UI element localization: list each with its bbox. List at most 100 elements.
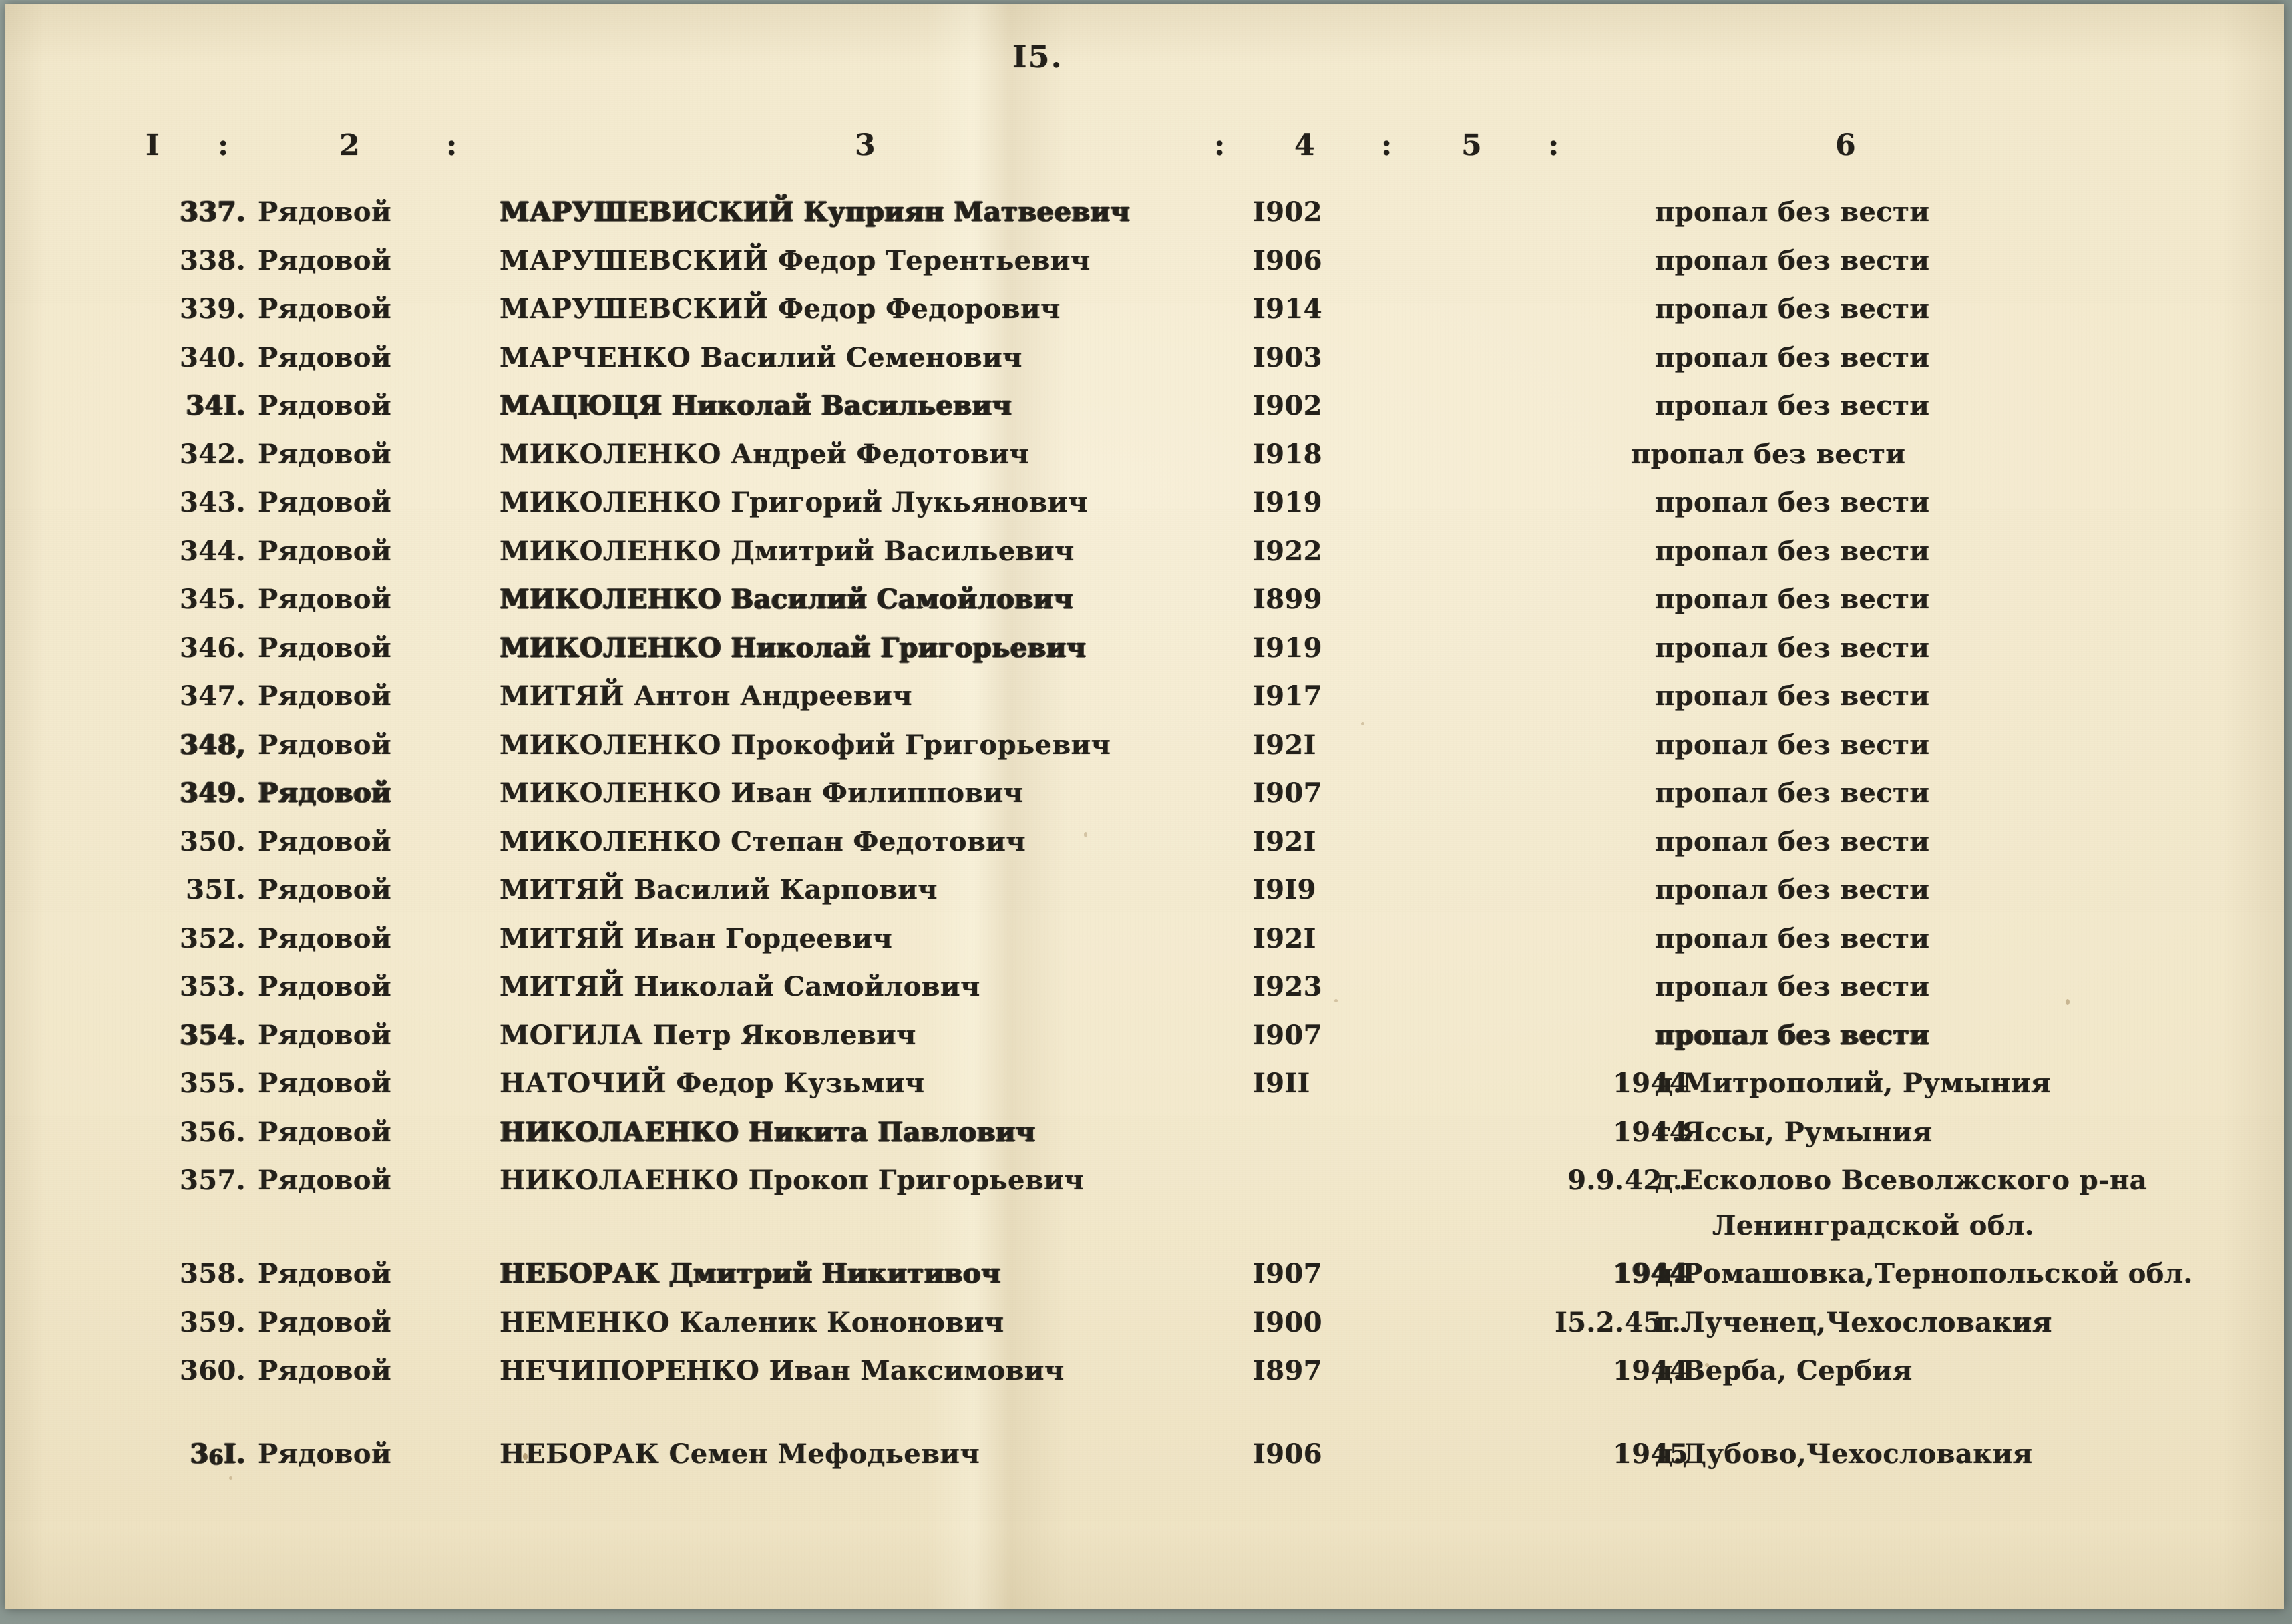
record-rank: Рядовой <box>258 438 391 470</box>
record-rank: Рядовой <box>258 680 391 712</box>
record-rank: Рядовой <box>258 825 391 857</box>
record-rank: Рядовой <box>258 1438 391 1470</box>
record-index: 344. <box>179 535 246 567</box>
record-index: 354. <box>179 1019 246 1051</box>
record-name: МАРУШЕВИСКИЙ Куприян Матвеевич <box>500 196 1131 228</box>
record-index: 342. <box>179 438 246 470</box>
record-index: 339. <box>179 293 246 325</box>
record-birth-year: I919 <box>1253 632 1322 664</box>
record-name: МОГИЛА Петр Яковлевич <box>500 1019 916 1051</box>
record-index: 343. <box>179 487 246 518</box>
record-index: 35I. <box>186 874 246 905</box>
record-fate-or-place: пропал без вести <box>1655 293 1930 325</box>
record-birth-year: I918 <box>1253 438 1322 470</box>
table-row: 350. Рядовой МИКОЛЕНКО Степан Федотович I92… <box>5 826 2292 875</box>
table-bottom-rule: ----------------------------------------… <box>28 176 2265 183</box>
table-row: 358. Рядовой НЕБОРАК Дмитрий Никитивоч I907… <box>5 1258 2292 1307</box>
record-name: НАТОЧИЙ Федор Кузьмич <box>500 1068 925 1099</box>
table-row: 356. Рядовой НИКОЛАЕНКО Никита Павлович 194… <box>5 1116 2292 1165</box>
record-rank: Рядовой <box>258 244 391 276</box>
record-death-date: 1944 <box>1613 1116 1688 1148</box>
paper-speck <box>1084 832 1087 837</box>
record-name: МИКОЛЕНКО Андрей Федотович <box>500 438 1029 470</box>
record-rank: Рядовой <box>258 293 391 325</box>
record-birth-year: I92I <box>1253 922 1316 954</box>
record-rank: Рядовой <box>258 584 391 615</box>
table-row: 339. Рядовой МАРУШЕВСКИЙ Федор Федорович I9… <box>5 293 2292 342</box>
column-header-separator: : <box>1548 128 1559 162</box>
record-birth-year: I906 <box>1253 244 1322 276</box>
table-row: 343. Рядовой МИКОЛЕНКО Григорий Лукьянович… <box>5 487 2292 536</box>
record-death-date: 1945 <box>1613 1438 1688 1470</box>
table-top-rule: ----------------------------------------… <box>28 116 2265 123</box>
table-row: 346. Рядовой МИКОЛЕНКО Николай Григорьевич… <box>5 632 2292 681</box>
record-fate-or-place: пропал без вести <box>1655 390 1930 421</box>
record-fate-or-place: д.Митрополий, Румыния <box>1655 1068 2051 1099</box>
record-rank: Рядовой <box>258 535 391 567</box>
record-rank: Рядовой <box>258 777 391 809</box>
record-name: МАРУШЕВСКИЙ Федор Терентьевич <box>500 244 1091 276</box>
record-rank: Рядовой <box>258 1165 391 1196</box>
paper-speck <box>523 1453 528 1460</box>
record-index: 349. <box>179 777 246 809</box>
record-rank: Рядовой <box>258 922 391 954</box>
page-number: I5. <box>1012 39 1063 75</box>
record-fate-or-place: пропал без вести <box>1655 584 1930 615</box>
table-row: 349. Рядовой МИКОЛЕНКО Иван Филиппович I907… <box>5 777 2292 826</box>
record-fate-or-place: пропал без вести <box>1655 729 1930 761</box>
record-rank: Рядовой <box>258 1019 391 1051</box>
table-row: 338. Рядовой МАРУШЕВСКИЙ Федор Терентьевич… <box>5 245 2292 294</box>
record-index: 340. <box>179 341 246 373</box>
record-rank: Рядовой <box>258 874 391 905</box>
record-rank: Рядовой <box>258 632 391 664</box>
record-name: НЕБОРАК Дмитрий Никитивоч <box>500 1258 1001 1289</box>
table-row: 354. Рядовой МОГИЛА Петр Яковлевич I907 проп… <box>5 1020 2292 1068</box>
record-death-date: 1944 <box>1613 1068 1688 1099</box>
record-death-date: I5.2.45г. <box>1555 1306 1688 1338</box>
record-rank: Рядовой <box>258 1258 391 1289</box>
table-row: 342. Рядовой МИКОЛЕНКО Андрей Федотович I91… <box>5 439 2292 487</box>
table-row: 34I. Рядовой МАЦЮЦЯ Николай Васильевич I902… <box>5 390 2292 439</box>
column-header-row: I: 2: 3: 4: 5: 6 <box>5 128 2292 172</box>
record-birth-year: I900 <box>1253 1306 1322 1338</box>
record-fate-or-place: пропал без вести <box>1655 487 1930 518</box>
record-index: 36I. <box>190 1438 246 1470</box>
column-header-number: 3 <box>855 128 876 162</box>
paper-speck <box>1361 722 1364 725</box>
record-death-date: 9.9.42г. <box>1567 1165 1688 1196</box>
paper-speck <box>2066 999 2070 1005</box>
record-index: 350. <box>179 825 246 857</box>
table-row: 360. Рядовой НЕЧИПОРЕНКО Иван Максимович I8… <box>5 1355 2292 1404</box>
column-header-number: 2 <box>339 128 361 162</box>
column-header-separator: : <box>1381 128 1392 162</box>
record-birth-year: I919 <box>1253 487 1322 518</box>
record-fate-or-place: г.Лученец,Чехословакия <box>1655 1306 2052 1338</box>
record-name: МАЦЮЦЯ Николай Васильевич <box>500 390 1012 421</box>
record-name: МАРУШЕВСКИЙ Федор Федорович <box>500 293 1061 325</box>
record-death-date: 1944 <box>1613 1258 1688 1289</box>
record-index: 338. <box>179 244 246 276</box>
document-page: I5. ------------------------------------… <box>5 4 2284 1609</box>
record-name: МИКОЛЕНКО Дмитрий Васильевич <box>500 535 1075 567</box>
table-row: 353. Рядовой МИТЯЙ Николай Самойлович I923 п… <box>5 971 2292 1020</box>
record-fate-or-place: д.Есколово Всеволжского р-на <box>1655 1165 2147 1196</box>
table-row: 340. Рядовой МАРЧЕНКО Василий Семенович I90… <box>5 342 2292 391</box>
column-header-separator: : <box>218 128 229 162</box>
record-index: 346. <box>179 632 246 664</box>
record-rank: Рядовой <box>258 341 391 373</box>
record-rank: Рядовой <box>258 971 391 1002</box>
record-fate-or-place: пропал без вести <box>1655 1019 1930 1051</box>
table-row: 357. Рядовой НИКОЛАЕНКО Прокоп Григорьевич… <box>5 1165 2292 1258</box>
column-header-number: 5 <box>1461 128 1483 162</box>
record-index: 34I. <box>186 390 246 421</box>
record-name: МИТЯЙ Антон Андреевич <box>500 680 912 712</box>
record-name: НЕЧИПОРЕНКО Иван Максимович <box>500 1355 1065 1386</box>
record-birth-year: I917 <box>1253 680 1322 712</box>
record-name: НЕБОРАК Семен Мефодьевич <box>500 1438 980 1470</box>
record-fate-or-place: пропал без вести <box>1655 680 1930 712</box>
record-index: 355. <box>179 1068 246 1099</box>
record-index: 345. <box>179 584 246 615</box>
record-name: МИТЯЙ Василий Карпович <box>500 874 938 905</box>
record-index: 348, <box>179 729 246 761</box>
